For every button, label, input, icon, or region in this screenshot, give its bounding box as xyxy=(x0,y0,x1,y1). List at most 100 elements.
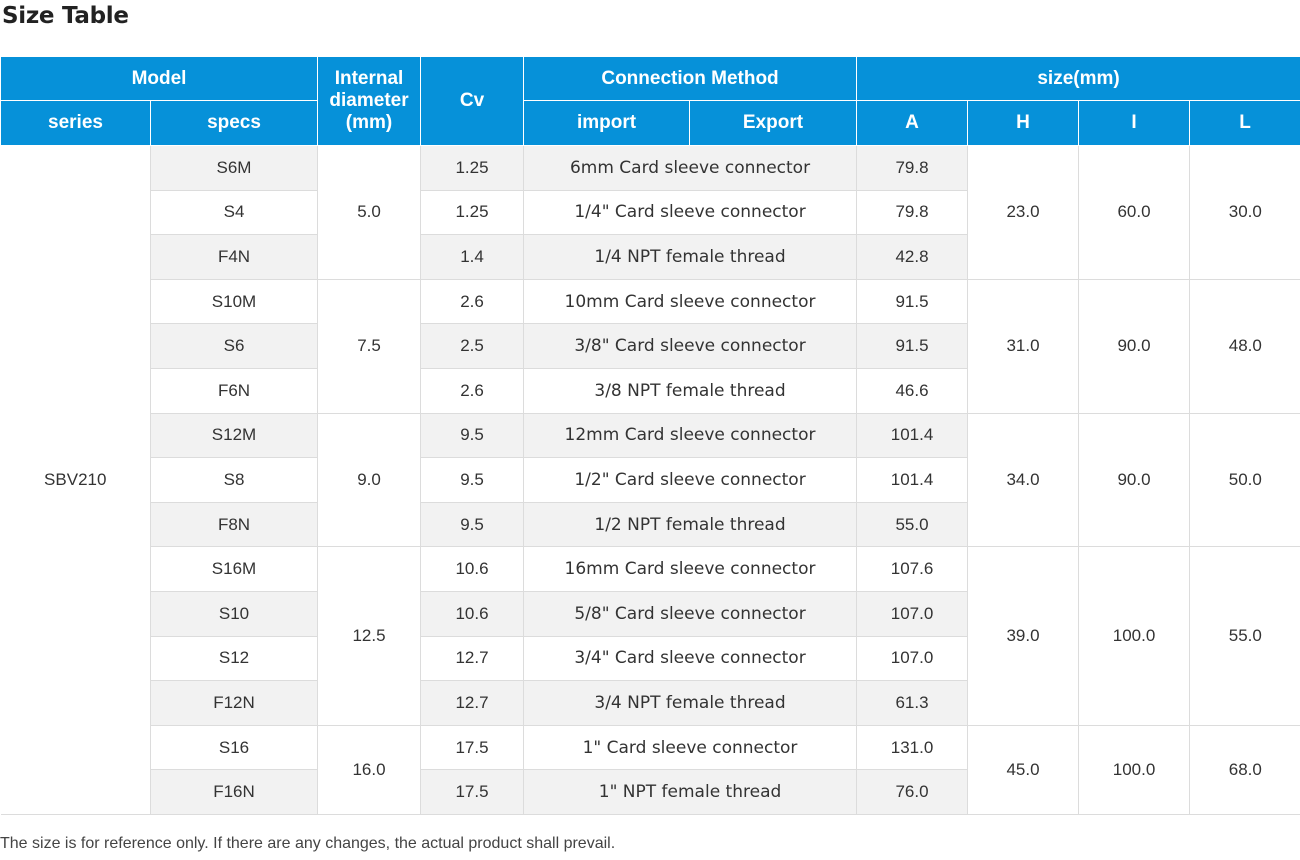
size-l-cell: 50.0 xyxy=(1189,412,1300,548)
connection-cell: 12mm Card sleeve connector xyxy=(523,412,858,459)
spec-cell: F12N xyxy=(150,680,319,726)
connection-cell: 3/4 NPT female thread xyxy=(523,680,858,726)
table-row: S16M 12.5 10.6 16mm Card sleeve connector 10… xyxy=(1,546,1300,726)
cv-cell: 10.6 xyxy=(420,546,525,592)
connection-cell: 1/4 NPT female thread xyxy=(523,234,858,280)
cv-cell: 1.25 xyxy=(420,189,525,236)
connection-cell: 10mm Card sleeve connector xyxy=(523,278,858,325)
table-row: F6N 2.6 3/8 NPT female thread 46.6 xyxy=(1,367,1300,414)
size-a-cell: 107.6 xyxy=(856,546,969,592)
diameter-cell: 16.0 xyxy=(317,724,422,815)
table-row: F8N 9.5 1/2 NPT female thread 55.0 xyxy=(1,501,1300,548)
header-l: L xyxy=(1189,100,1300,146)
table-row: SBV210 S6M 5.0 1.25 6mm Card sleeve connecto… xyxy=(0,145,1300,815)
size-h-cell: 45.0 xyxy=(967,724,1080,815)
header-i: I xyxy=(1078,100,1191,146)
spec-cell: F6N xyxy=(150,367,319,414)
diameter-cell: 7.5 xyxy=(317,278,422,414)
size-l-cell: 55.0 xyxy=(1189,546,1300,726)
size-h-cell: 39.0 xyxy=(967,546,1080,726)
header-series: series xyxy=(0,100,151,146)
size-i-cell: 100.0 xyxy=(1078,546,1191,726)
page-title: Size Table xyxy=(2,3,129,29)
size-a-cell: 79.8 xyxy=(856,145,969,191)
table-row: F16N 17.5 1" NPT female thread 76.0 xyxy=(1,769,1300,815)
connection-cell: 16mm Card sleeve connector xyxy=(523,546,858,592)
spec-cell: F4N xyxy=(150,234,319,280)
table-body: SBV210 S6M 5.0 1.25 6mm Card sleeve connecto… xyxy=(0,145,1300,815)
spec-cell: S16M xyxy=(150,546,319,592)
connection-cell: 1/2 NPT female thread xyxy=(523,501,858,548)
cv-cell: 1.4 xyxy=(420,234,525,280)
header-internal-diameter: Internal diameter (mm) xyxy=(317,56,422,146)
size-a-cell: 55.0 xyxy=(856,501,968,548)
connection-cell: 3/8" Card sleeve connector xyxy=(523,323,858,369)
diameter-cell: 5.0 xyxy=(317,145,422,280)
size-a-cell: 42.8 xyxy=(856,234,968,280)
spec-cell: S16 xyxy=(150,724,319,771)
spec-cell: S10 xyxy=(150,590,319,637)
header-h: H xyxy=(967,100,1080,146)
size-a-cell: 107.0 xyxy=(856,635,968,682)
cv-cell: 9.5 xyxy=(420,412,525,459)
size-l-cell: 48.0 xyxy=(1189,278,1300,414)
spec-cell: S12 xyxy=(150,635,319,682)
spec-cell: F16N xyxy=(150,769,319,815)
size-a-cell: 79.8 xyxy=(856,189,968,236)
series-cell: SBV210 xyxy=(0,145,151,815)
size-a-cell: 101.4 xyxy=(856,457,968,503)
size-table: Model Internal diameter (mm) Cv Connecti… xyxy=(0,56,1300,815)
size-a-cell: 91.5 xyxy=(856,278,969,325)
size-i-cell: 100.0 xyxy=(1078,724,1191,815)
table-row: S10M 7.5 2.6 10mm Card sleeve connector 91.5… xyxy=(1,278,1300,414)
cv-cell: 2.6 xyxy=(420,367,525,414)
header-connection-method: Connection Method xyxy=(523,56,858,101)
spec-cell: S4 xyxy=(150,189,319,236)
connection-cell: 3/8 NPT female thread xyxy=(523,367,858,414)
spec-cell: S8 xyxy=(150,457,319,503)
header-size: size(mm) xyxy=(856,56,1300,101)
cv-cell: 17.5 xyxy=(420,724,525,771)
cv-cell: 2.6 xyxy=(420,278,525,325)
connection-cell: 1/4" Card sleeve connector xyxy=(523,189,858,236)
cv-cell: 9.5 xyxy=(420,501,525,548)
size-a-cell: 61.3 xyxy=(856,680,968,726)
table-row: S10 10.6 5/8" Card sleeve connector 107.0 xyxy=(1,590,1300,637)
table-row: S8 9.5 1/2" Card sleeve connector 101.4 xyxy=(1,457,1300,503)
size-h-cell: 23.0 xyxy=(967,145,1080,280)
table-row: S12 12.7 3/4" Card sleeve connector 107.0 xyxy=(1,635,1300,682)
size-l-cell: 30.0 xyxy=(1189,145,1300,280)
connection-cell: 1" NPT female thread xyxy=(523,769,858,815)
table-row: F12N 12.7 3/4 NPT female thread 61.3 xyxy=(1,680,1300,726)
connection-cell: 6mm Card sleeve connector xyxy=(523,145,858,191)
table-row: F4N 1.4 1/4 NPT female thread 42.8 xyxy=(1,234,1300,280)
cv-cell: 12.7 xyxy=(420,680,525,726)
size-i-cell: 90.0 xyxy=(1078,278,1191,414)
size-h-cell: 34.0 xyxy=(967,412,1080,548)
spec-cell: S6M xyxy=(149,145,319,191)
cv-cell: 2.5 xyxy=(420,323,525,369)
footnote: The size is for reference only. If there… xyxy=(0,835,616,852)
size-h-cell: 31.0 xyxy=(967,278,1080,414)
cv-cell: 1.25 xyxy=(420,145,525,191)
spec-cell: S6 xyxy=(150,323,319,369)
size-i-cell: 90.0 xyxy=(1078,412,1191,548)
size-l-cell: 68.0 xyxy=(1189,724,1300,815)
diameter-cell: 9.0 xyxy=(317,412,422,548)
size-a-cell: 76.0 xyxy=(856,769,968,815)
connection-cell: 5/8" Card sleeve connector xyxy=(523,590,858,637)
spec-cell: S10M xyxy=(150,278,319,325)
size-i-cell: 60.0 xyxy=(1078,145,1191,280)
cv-cell: 12.7 xyxy=(420,635,525,682)
connection-cell: 3/4" Card sleeve connector xyxy=(523,635,858,682)
header-cv: Cv xyxy=(420,56,525,146)
header-import: import xyxy=(523,100,691,146)
diameter-cell: 12.5 xyxy=(317,546,422,726)
cv-cell: 9.5 xyxy=(420,457,525,503)
size-a-cell: 107.0 xyxy=(856,590,968,637)
header-specs: specs xyxy=(149,100,319,146)
cv-cell: 10.6 xyxy=(420,590,525,637)
spec-cell: S12M xyxy=(150,412,319,459)
table-row: S16 16.0 17.5 1" Card sleeve connector 131.0… xyxy=(1,724,1300,815)
spec-cell: F8N xyxy=(150,501,319,548)
